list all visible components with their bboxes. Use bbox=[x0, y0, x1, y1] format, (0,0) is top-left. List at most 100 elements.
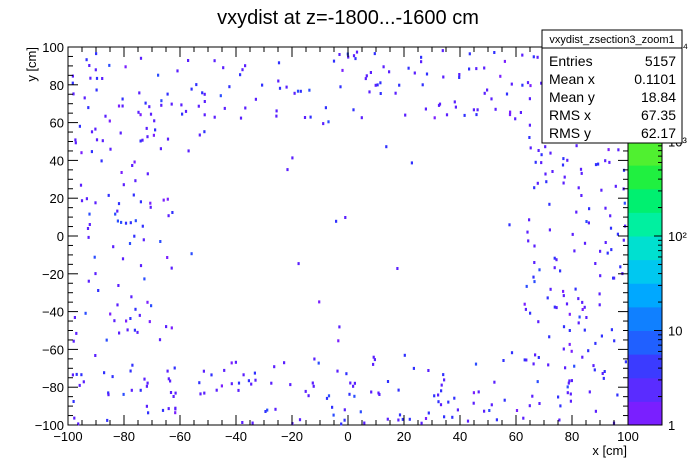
data-cell bbox=[87, 279, 90, 283]
y-tick-label: −40 bbox=[42, 305, 64, 320]
data-cell bbox=[494, 107, 497, 111]
data-cell bbox=[458, 76, 461, 79]
chart-title: vxydist at z=-1800...-1600 cm bbox=[217, 7, 479, 29]
data-cell bbox=[71, 81, 74, 85]
data-cell bbox=[472, 108, 475, 112]
palette-tick-label: 10 bbox=[668, 324, 682, 339]
data-cell bbox=[379, 81, 382, 85]
plot-area bbox=[67, 46, 629, 426]
data-cell bbox=[339, 85, 342, 89]
data-cell bbox=[242, 373, 245, 377]
data-cell bbox=[86, 227, 90, 230]
data-cell bbox=[89, 76, 92, 80]
stats-row-value: 62.17 bbox=[641, 125, 676, 141]
data-cell bbox=[348, 392, 351, 396]
palette-band bbox=[628, 259, 662, 284]
data-cell bbox=[94, 272, 97, 276]
data-cell bbox=[103, 371, 106, 375]
data-cell bbox=[117, 104, 121, 108]
data-cell bbox=[129, 369, 132, 373]
data-cell bbox=[540, 153, 543, 157]
data-cell bbox=[138, 91, 141, 95]
data-cell bbox=[562, 347, 565, 351]
data-cell bbox=[139, 388, 142, 392]
data-cell bbox=[293, 91, 296, 95]
data-cell bbox=[427, 411, 430, 415]
data-cell bbox=[285, 85, 288, 89]
data-cell bbox=[137, 110, 140, 114]
data-cell bbox=[519, 111, 522, 114]
data-cell bbox=[239, 73, 242, 77]
data-cell bbox=[604, 159, 607, 163]
data-cell bbox=[531, 394, 534, 398]
data-cell bbox=[369, 71, 372, 74]
data-cell bbox=[363, 421, 366, 425]
data-cell bbox=[527, 239, 530, 243]
data-cell bbox=[602, 376, 605, 380]
data-cell bbox=[427, 369, 430, 372]
data-cell bbox=[234, 360, 237, 364]
data-cell bbox=[540, 161, 543, 165]
data-cell bbox=[108, 63, 111, 67]
data-cell bbox=[566, 385, 569, 389]
data-cell bbox=[614, 184, 617, 188]
data-cell bbox=[80, 373, 83, 377]
data-cell bbox=[561, 163, 565, 167]
data-cell bbox=[308, 88, 311, 92]
data-cell bbox=[562, 181, 565, 185]
data-cell bbox=[594, 341, 597, 345]
data-cell bbox=[307, 394, 310, 398]
data-cell bbox=[585, 316, 588, 319]
data-cell bbox=[587, 349, 590, 353]
data-cell bbox=[147, 411, 150, 415]
data-cell bbox=[332, 413, 335, 417]
data-cell bbox=[139, 264, 143, 268]
data-cell bbox=[169, 379, 172, 383]
data-cell bbox=[598, 303, 601, 307]
data-cell bbox=[562, 157, 565, 161]
data-cell bbox=[109, 312, 112, 316]
data-cell bbox=[537, 149, 540, 152]
data-cell bbox=[125, 319, 128, 323]
data-cell bbox=[95, 76, 99, 80]
data-cell bbox=[612, 276, 615, 280]
data-cell bbox=[145, 384, 148, 388]
data-cell bbox=[94, 68, 97, 72]
data-cell bbox=[398, 83, 401, 87]
data-cell bbox=[160, 99, 163, 103]
data-cell bbox=[525, 358, 528, 362]
data-cell bbox=[107, 391, 110, 395]
data-cell bbox=[171, 211, 174, 214]
data-cell bbox=[379, 92, 382, 95]
data-cell bbox=[468, 52, 471, 56]
data-cell bbox=[424, 107, 427, 111]
data-cell bbox=[165, 325, 168, 329]
data-cell bbox=[538, 402, 541, 405]
data-cell bbox=[378, 393, 381, 396]
data-cell bbox=[475, 67, 478, 71]
data-cell bbox=[132, 193, 135, 197]
data-cell bbox=[241, 68, 244, 72]
data-cell bbox=[592, 364, 595, 368]
data-cell bbox=[540, 81, 543, 85]
palette-tick-label: 1 bbox=[668, 418, 675, 433]
data-cell bbox=[105, 338, 108, 342]
data-cell bbox=[122, 183, 125, 187]
x-tick-label: 40 bbox=[453, 429, 467, 444]
data-cell bbox=[483, 409, 486, 413]
data-cell bbox=[372, 362, 375, 366]
data-cell bbox=[574, 287, 577, 291]
data-cell bbox=[94, 354, 97, 357]
palette-band bbox=[628, 283, 662, 308]
data-cell bbox=[569, 392, 572, 396]
data-cell bbox=[116, 303, 119, 307]
data-cell bbox=[437, 400, 440, 404]
data-cell bbox=[332, 59, 336, 63]
x-tick-label: 80 bbox=[565, 429, 579, 444]
data-cell bbox=[472, 391, 475, 395]
data-cell bbox=[525, 284, 528, 288]
data-cell bbox=[463, 113, 466, 117]
data-cell bbox=[161, 408, 165, 412]
data-cell bbox=[546, 296, 549, 300]
data-cell bbox=[327, 120, 330, 124]
